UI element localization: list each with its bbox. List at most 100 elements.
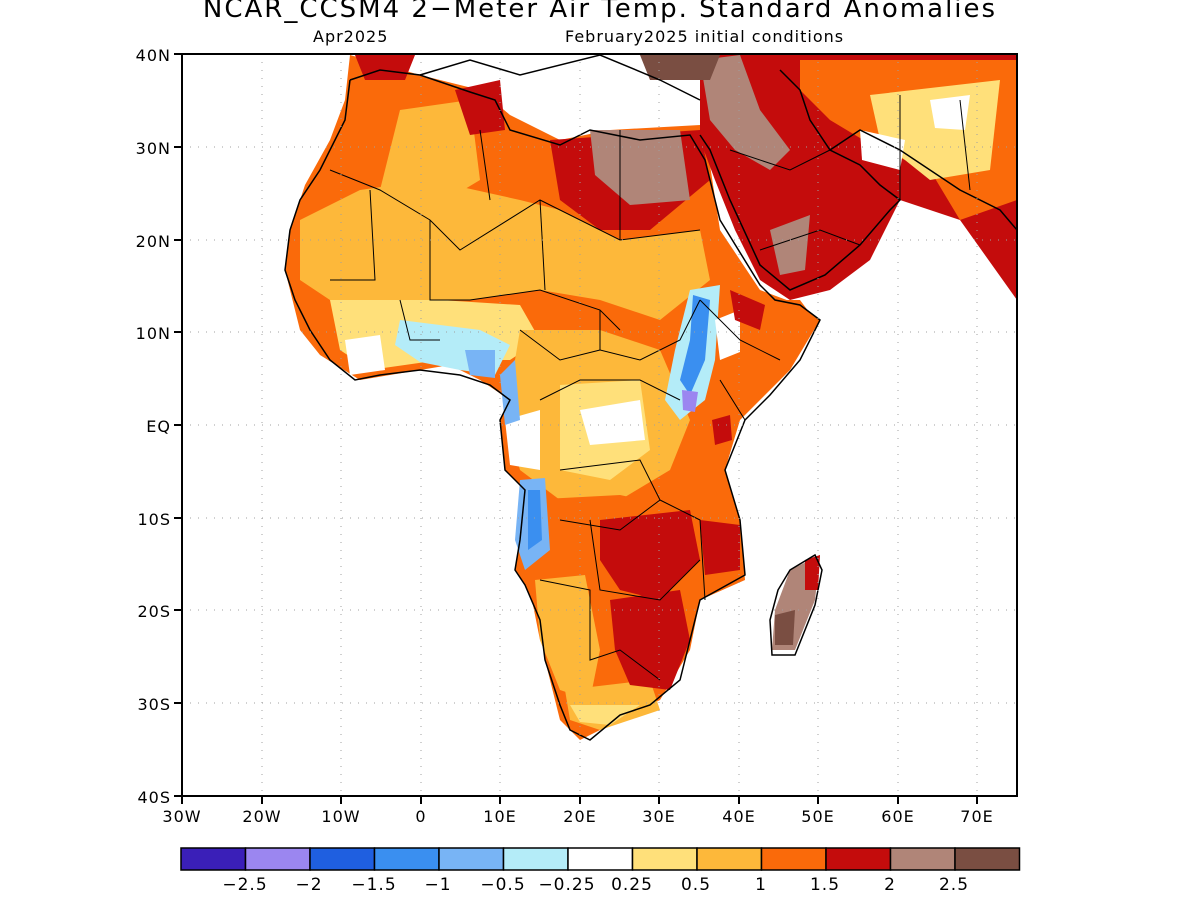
coastline-madagascar [769,553,823,656]
colorbar-label-11: 2 [884,875,896,895]
colorbar-box-3 [309,847,376,871]
axis-ticks [174,53,978,804]
lon-label-10w: 10W [321,807,360,826]
anomaly-shade-rift-purple [682,390,698,412]
anomaly-shade-egypt-brown [590,130,690,205]
lat-label-eq: EQ [146,417,171,436]
anomaly-shade-namibia-yellow [535,575,600,700]
anomaly-shade-rift-blue [680,295,710,395]
lat-label-30n: 30N [136,139,171,158]
lon-label-40e: 40E [722,807,755,826]
colorbar-label-5: −0.5 [480,875,525,895]
coastline-mediterranean [419,54,701,101]
lat-label-40n: 40N [136,46,171,65]
colorbar-label-12: 2.5 [939,875,969,895]
colorbar-label-1: −2.5 [222,875,267,895]
lon-label-50e: 50E [801,807,834,826]
anomaly-shade-arabia-brown-2 [770,215,810,275]
anomaly-shade-asia-white-2 [930,95,970,130]
colorbar-label-3: −1.5 [351,875,396,895]
lat-label-20s: 20S [137,602,171,621]
country-borders [329,95,971,681]
anomaly-shade-central-white [580,400,645,445]
lat-label-30s: 30S [137,695,171,714]
colorbar-label-7: 0.25 [611,875,653,895]
anomaly-shade-zim-red [610,590,690,690]
border-13 [659,499,706,601]
anomaly-shade-congo-coast [505,410,540,470]
colorbar-box-7 [567,847,634,871]
colorbar-label-8: 0.5 [681,875,711,895]
anomaly-shade-asia-white [860,130,905,170]
initial-conditions: February2025 initial conditions [565,27,845,46]
longitude-labels: 30W 20W 10W 0 10E 20E 30E 40E 50E 60E 70… [162,807,993,826]
anomaly-shade-zambia-red [600,510,700,600]
colorbar-box-12 [889,847,956,871]
colorbar-labels: −2.5 −2 −1.5 −1 −0.5 −0.25 0.25 0.5 1 1.… [222,875,969,895]
coastline-persian-gulf [829,129,1017,231]
lon-label-30w: 30W [162,807,201,826]
anomaly-shade-guinea-white [345,335,385,375]
lon-label-20e: 20E [563,807,596,826]
anomaly-shade-cape-light [570,705,640,725]
anomaly-shade-madagascar-dark [775,610,795,645]
colorbar-box-5 [438,847,505,871]
anomaly-shade-maghreb-red-2 [355,55,415,80]
border-8 [519,329,601,361]
colorbar-box-2 [244,847,311,871]
border-9 [539,379,681,401]
border-14 [699,299,781,361]
anomaly-shade-maghreb-red [455,80,505,135]
lon-label-70e: 70E [960,807,993,826]
colorbar-label-4: −1 [424,875,451,895]
colorbar-label-9: 1 [755,875,767,895]
colorbar-box-1 [180,847,247,871]
anomaly-shade-kenya-red [712,415,732,445]
colorbar-label-10: 1.5 [810,875,840,895]
anomaly-shade-madagascar-red [805,555,820,590]
border-17 [729,149,831,171]
latitude-labels: 40N 30N 20N 10N EQ 10S 20S 30S 40S [136,46,171,807]
colorbar-label-2: −2 [295,875,322,895]
lon-label-30e: 30E [642,807,675,826]
lon-label-0: 0 [415,807,426,826]
forecast-month: Apr2025 [313,27,389,46]
coastlines [284,54,1017,741]
colorbar-box-9 [696,847,763,871]
lon-label-20w: 20W [242,807,281,826]
colorbar-box-8 [631,847,698,871]
lat-label-10n: 10N [136,324,171,343]
anomaly-shade-moz-red [700,520,740,575]
border-5 [479,129,491,201]
lat-label-10s: 10S [137,510,171,529]
lon-label-10e: 10E [483,807,516,826]
colorbar-box-6 [502,847,569,871]
anomaly-field [285,55,1017,740]
colorbar-box-4 [373,847,440,871]
border-7 [599,299,701,361]
anomaly-shade-arabia-brown [700,55,790,170]
border-12 [539,579,661,681]
colorbar-box-10 [760,847,827,871]
border-2 [429,220,621,331]
colorbar-label-6: −0.25 [538,875,595,895]
colorbar-box-13 [954,847,1021,871]
coastline-africa [284,69,821,741]
map-title: NCAR_CCSM4 2−Meter Air Temp. Standard An… [202,0,998,24]
border-15 [719,379,746,421]
border-19 [959,99,971,191]
anomaly-shade-sahara-yellow [300,180,710,320]
colorbar-boxes [180,847,1021,871]
border-11 [589,519,701,601]
lat-label-40s: 40S [137,788,171,807]
coastline-arabia [699,69,902,291]
anomaly-shade-guinea-blue [465,350,495,378]
border-20 [399,299,440,341]
colorbar: −2.5 −2 −1.5 −1 −0.5 −0.25 0.25 0.5 1 1.… [180,847,1021,895]
lon-label-60e: 60E [881,807,914,826]
anomaly-shade-angola-deep [528,490,542,550]
anomaly-shade-horn-red [730,290,765,330]
lat-label-20n: 20N [136,232,171,251]
border-3 [539,199,546,291]
